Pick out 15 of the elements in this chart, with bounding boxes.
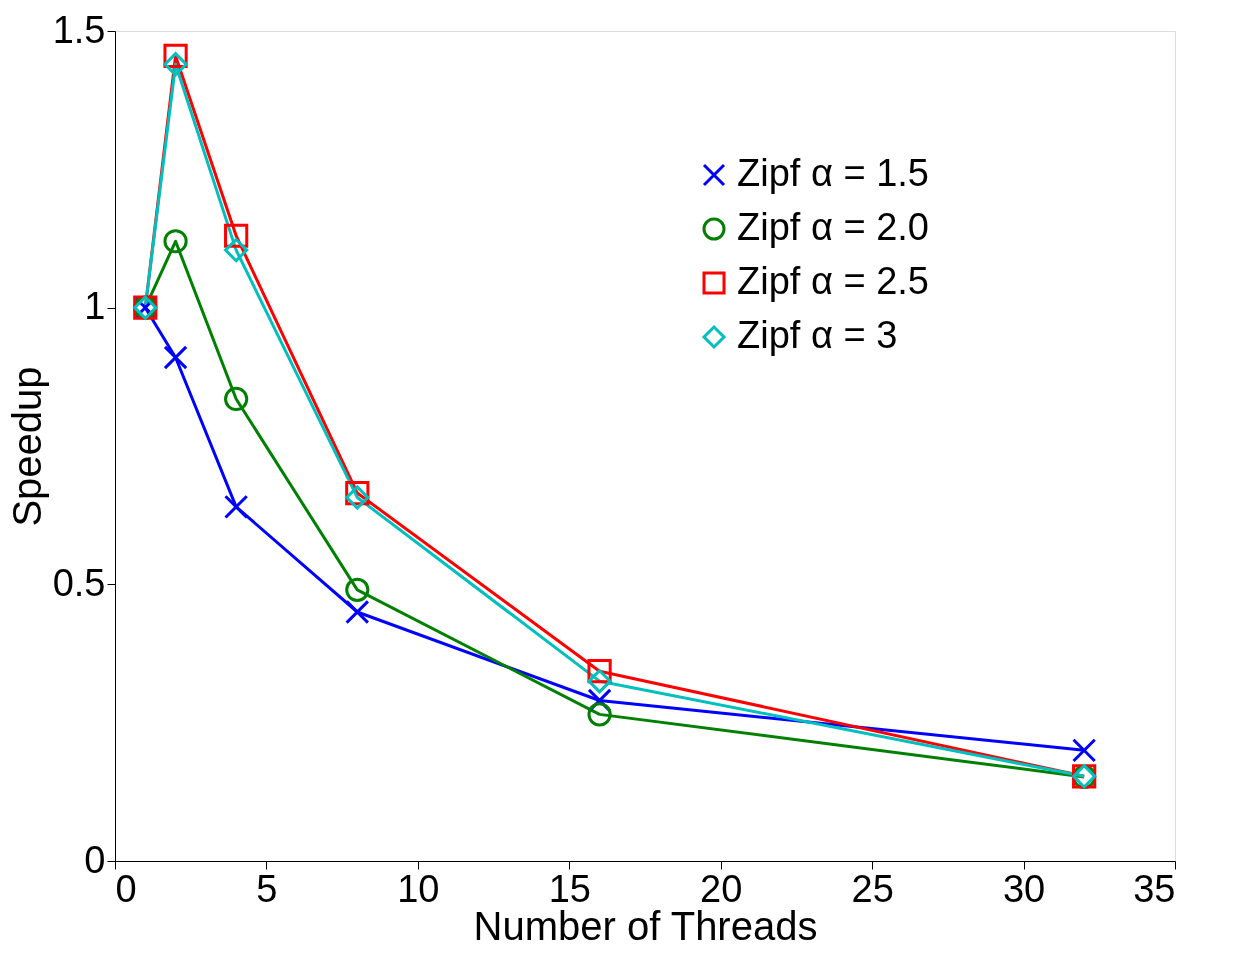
legend-label: Zipf α = 3 (737, 314, 898, 356)
y-tick-label: 1.5 (52, 8, 106, 51)
x-tick-label: 35 (1133, 867, 1176, 910)
y-tick-label: 0.5 (52, 561, 106, 604)
x-tick-label: 5 (256, 867, 278, 910)
legend-label: Zipf α = 1.5 (737, 152, 930, 194)
y-axis-title: Speedup (4, 366, 49, 527)
x-tick-label: 30 (1002, 867, 1046, 910)
y-tick-label: 0 (84, 838, 106, 881)
x-tick-label: 25 (851, 867, 894, 910)
x-tick-label: 0 (115, 867, 137, 910)
y-tick-label: 1 (84, 285, 106, 328)
legend-label: Zipf α = 2.5 (737, 260, 930, 302)
legend-label: Zipf α = 2.0 (737, 206, 930, 248)
x-tick-label: 10 (397, 867, 440, 910)
